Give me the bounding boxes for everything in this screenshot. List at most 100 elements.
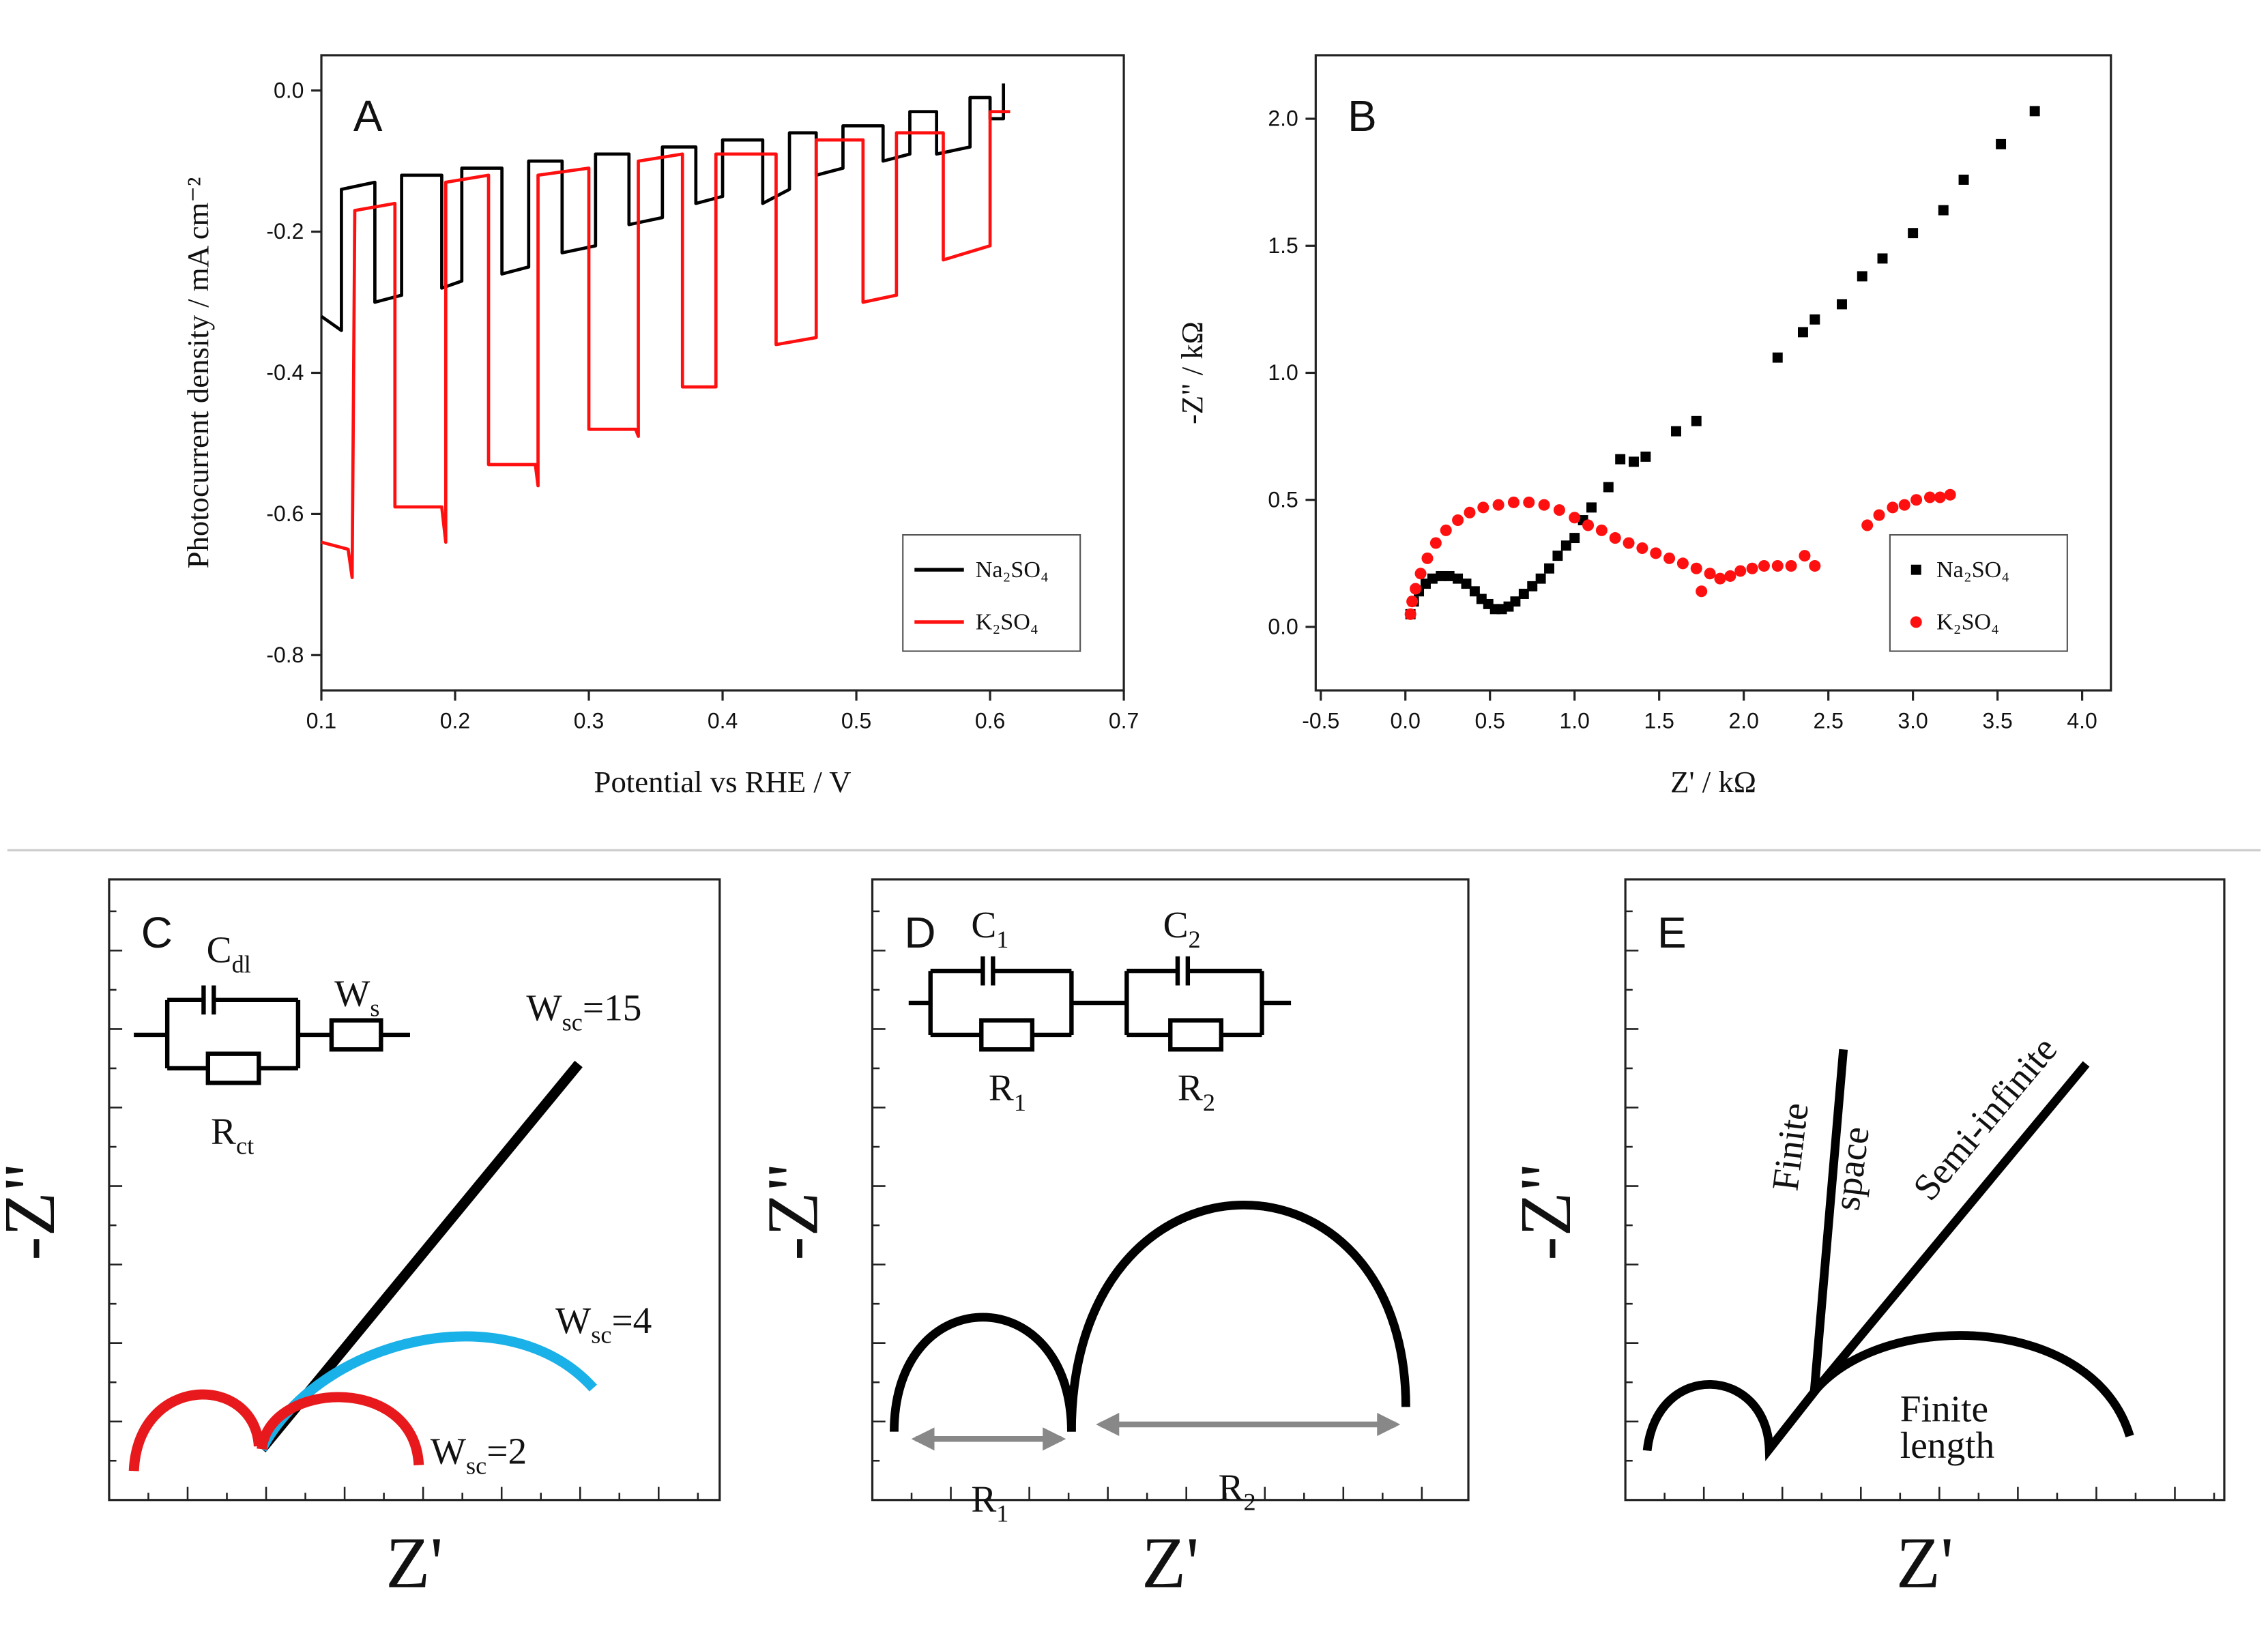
y-tick-label: -0.6	[266, 501, 304, 526]
annotation-subscript: sc	[466, 1452, 486, 1479]
x-tick-label: 1.5	[1644, 708, 1674, 733]
annotation-text: =15	[583, 987, 642, 1029]
annotation: Finite	[1900, 1388, 1988, 1430]
data-point	[1586, 502, 1597, 513]
legend-swatch	[1910, 616, 1922, 628]
legend-label: K₂SO₄	[976, 610, 1038, 635]
annotation-text: W	[431, 1431, 467, 1472]
x-tick-label: 0.3	[574, 708, 604, 733]
x-tick-label: 4.0	[2067, 708, 2097, 733]
x-tick-label: 0.5	[1475, 708, 1505, 733]
x-tick-label: 0.5	[841, 708, 871, 733]
data-point	[1958, 174, 1969, 185]
data-point	[1414, 568, 1427, 580]
annotation: Ws	[334, 972, 379, 1021]
curve	[134, 985, 410, 1071]
data-point	[1427, 573, 1438, 584]
data-point	[1798, 327, 1808, 338]
data-point	[1671, 426, 1681, 437]
annotation-text: W	[555, 1300, 592, 1341]
x-tick-label: 0.4	[708, 708, 738, 733]
annotation-subscript: s	[370, 994, 379, 1021]
annotation: R1	[989, 1067, 1026, 1116]
annotation-text: =4	[611, 1300, 652, 1341]
data-point	[1527, 581, 1538, 591]
curve	[1066, 1201, 1410, 1432]
annotation-subscript: ct	[236, 1132, 254, 1160]
resistor	[1168, 1018, 1224, 1052]
annotation-text: C	[971, 904, 996, 946]
data-point	[1877, 253, 1888, 264]
annotation-text: C	[1163, 904, 1189, 946]
data-point	[1758, 560, 1770, 572]
data-point	[1898, 499, 1910, 511]
annotation: C2	[1163, 904, 1201, 953]
panel-label: C	[141, 908, 173, 957]
curve	[1642, 1380, 1821, 1461]
y-axis-label: Photocurrent density / mA cm⁻²	[181, 177, 215, 569]
annotation: Wsc=15	[526, 987, 641, 1036]
data-point	[1857, 271, 1867, 282]
curve	[1814, 1331, 2134, 1437]
annotation-subscript: 1	[996, 1500, 1008, 1527]
annotation: Wsc=4	[555, 1300, 652, 1349]
annotation: Wsc=2	[431, 1431, 527, 1480]
x-tick-label: 0.1	[306, 708, 336, 733]
x-tick-label: -0.5	[1302, 708, 1339, 733]
data-point	[2029, 106, 2040, 117]
annotation-text: R	[971, 1478, 996, 1520]
data-point	[1938, 205, 1949, 216]
legend-label: Na₂SO₄	[976, 557, 1049, 583]
data-point	[1404, 608, 1416, 620]
legend-label: Na₂SO₄	[1936, 557, 2009, 583]
data-point	[1436, 570, 1446, 581]
data-point	[1696, 585, 1708, 598]
data-point	[1734, 565, 1747, 577]
curve	[257, 1392, 424, 1466]
data-point	[1650, 547, 1662, 559]
x-tick-label: 3.0	[1898, 708, 1928, 733]
data-point	[1609, 532, 1621, 544]
x-axis-label: Z'	[386, 1523, 443, 1604]
x-tick-label: 1.0	[1560, 708, 1590, 733]
annotation-subscript: sc	[562, 1009, 583, 1036]
legend-swatch	[1910, 564, 1921, 575]
y-tick-label: 0.0	[274, 78, 304, 102]
legend-box	[902, 533, 1081, 652]
data-point	[1663, 552, 1676, 564]
data-point	[1453, 573, 1464, 584]
legend-label: K₂SO₄	[1936, 610, 1999, 635]
data-point	[1809, 314, 1820, 325]
x-tick-label: 3.5	[1982, 708, 2012, 733]
data-point	[1690, 562, 1702, 574]
data-point	[1440, 524, 1452, 536]
data-point	[1406, 596, 1419, 608]
panel-label: A	[353, 91, 383, 141]
data-point	[1944, 488, 1956, 501]
y-axis-label: -Z" / kΩ	[1175, 321, 1209, 424]
panel-label: E	[1657, 908, 1687, 957]
annotation-text: length	[1900, 1424, 1994, 1466]
annotation-subscript: 1	[1014, 1089, 1026, 1116]
y-tick-label: -0.8	[266, 643, 304, 667]
annotation: length	[1900, 1424, 1994, 1466]
annotation-text: C	[207, 928, 232, 970]
x-tick-label: 0.6	[975, 708, 1005, 733]
data-point	[1623, 537, 1635, 549]
annotation-text: W	[526, 987, 562, 1029]
annotation: C1	[971, 904, 1008, 953]
data-point	[1464, 506, 1476, 518]
y-tick-label: -0.2	[266, 219, 304, 244]
y-axis-label: -Z"	[0, 1162, 70, 1261]
resistor	[205, 1051, 261, 1085]
x-axis-label: Z' / kΩ	[1670, 765, 1756, 799]
data-point	[1996, 138, 2007, 149]
x-tick-label: 2.0	[1728, 708, 1758, 733]
data-point	[1799, 550, 1811, 562]
annotation-text: Finite	[1900, 1388, 1988, 1430]
curve	[128, 1389, 264, 1472]
curve	[1809, 1049, 1848, 1392]
data-point	[1724, 570, 1736, 582]
annotation: Cdl	[207, 928, 251, 978]
